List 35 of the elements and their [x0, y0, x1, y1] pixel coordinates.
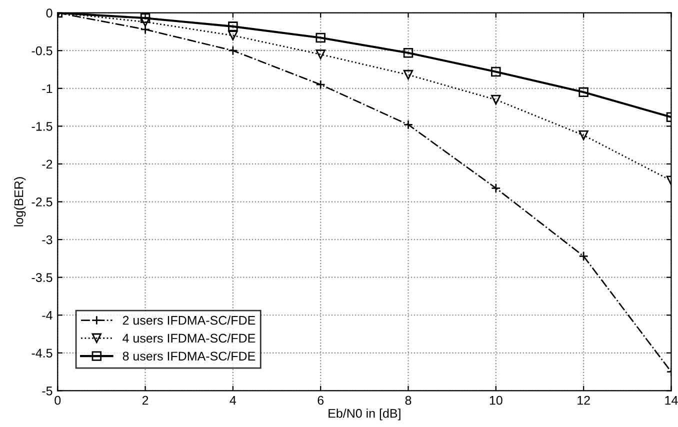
y-tick-label: -4	[42, 311, 52, 320]
point	[140, 13, 150, 23]
point	[316, 50, 326, 60]
y-tick-label: -3.5	[32, 273, 52, 282]
x-tick-label: 4	[230, 396, 236, 405]
y-tick-label: -1	[42, 84, 52, 93]
x-tick-label: 2	[142, 396, 148, 405]
x-axis-title: Eb/N0 in [dB]	[328, 408, 400, 420]
y-axis-title: log(BER)	[14, 177, 26, 226]
y-tick-label: -5	[42, 386, 52, 396]
point	[403, 48, 414, 58]
legend-label: 4 users IFDMA-SC/FDE	[122, 333, 256, 343]
x-tick-label: 6	[318, 396, 324, 405]
point	[316, 32, 326, 43]
y-tick-label: -2.5	[32, 198, 52, 206]
x-tick-label: 0	[54, 396, 61, 405]
y-tick-label: 0	[46, 8, 52, 18]
point	[491, 66, 501, 77]
point	[403, 70, 414, 80]
x-tick-label: 12	[578, 396, 590, 405]
y-tick-label: -3	[42, 235, 52, 244]
point	[228, 22, 238, 32]
x-tick-label: 8	[405, 396, 412, 405]
point	[578, 130, 588, 140]
x-tick-label: 10	[490, 396, 502, 405]
point	[491, 94, 501, 105]
point	[228, 30, 238, 40]
y-tick-label: -0.5	[32, 46, 52, 56]
point	[578, 87, 588, 98]
legend-label: 2 users IFDMA-SC/FDE	[122, 316, 256, 325]
x-tick-label: 14	[665, 396, 678, 405]
y-tick-label: -1.5	[32, 122, 52, 131]
y-tick-label: -4.5	[32, 348, 52, 358]
y-tick-label: -2	[42, 160, 52, 168]
legend-label: 8 users IFDMA-SC/FDE	[122, 351, 256, 361]
